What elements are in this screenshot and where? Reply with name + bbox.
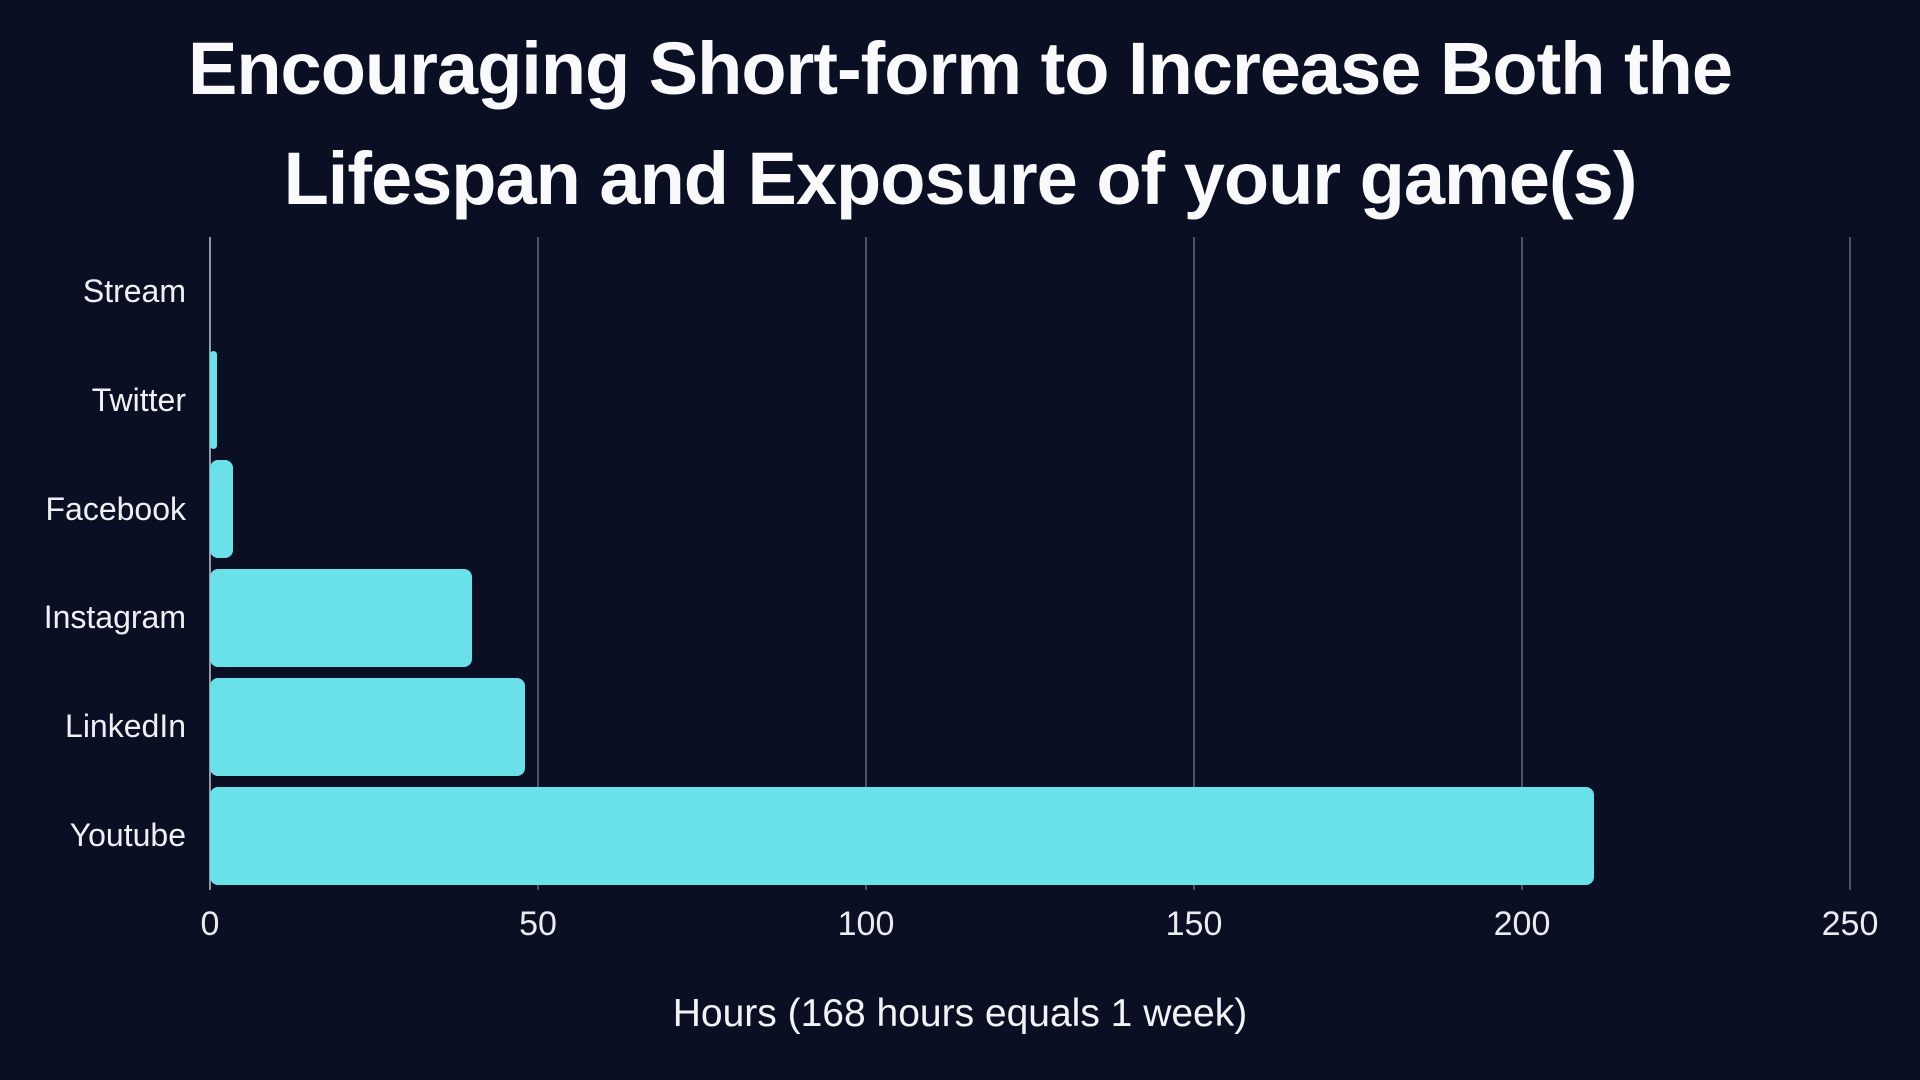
bar-youtube — [210, 786, 1595, 885]
chart-title: Encouraging Short-form to Increase Both … — [0, 14, 1920, 234]
x-tick-label-50: 50 — [519, 905, 557, 943]
gridline-200 — [1521, 237, 1523, 890]
x-tick-label-100: 100 — [837, 905, 895, 943]
x-tick-label-250: 250 — [1821, 905, 1879, 943]
gridline-250 — [1849, 237, 1851, 890]
category-label-stream: Stream — [82, 272, 186, 309]
gridline-100 — [865, 237, 867, 890]
x-tick-label-200: 200 — [1493, 905, 1551, 943]
bar-linkedin — [210, 677, 525, 776]
x-tick-label-150: 150 — [1165, 905, 1223, 943]
category-label-facebook: Facebook — [45, 490, 186, 527]
chart-title-line-2: Lifespan and Exposure of your game(s) — [283, 137, 1638, 220]
chart-title-line-1: Encouraging Short-form to Increase Both … — [188, 27, 1733, 110]
x-axis-label: Hours (168 hours equals 1 week) — [672, 992, 1248, 1035]
gridline-150 — [1193, 237, 1195, 890]
y-axis-line — [209, 237, 211, 890]
category-label-instagram: Instagram — [43, 599, 186, 636]
plot-area — [209, 237, 1851, 890]
x-tick-label-0: 0 — [200, 905, 220, 943]
category-label-youtube: Youtube — [69, 817, 186, 854]
gridline-50 — [537, 237, 539, 890]
bar-facebook — [210, 460, 233, 559]
category-label-twitter: Twitter — [91, 381, 186, 418]
bar-twitter — [210, 351, 217, 450]
category-label-linkedin: LinkedIn — [65, 708, 186, 745]
bar-instagram — [210, 568, 473, 667]
